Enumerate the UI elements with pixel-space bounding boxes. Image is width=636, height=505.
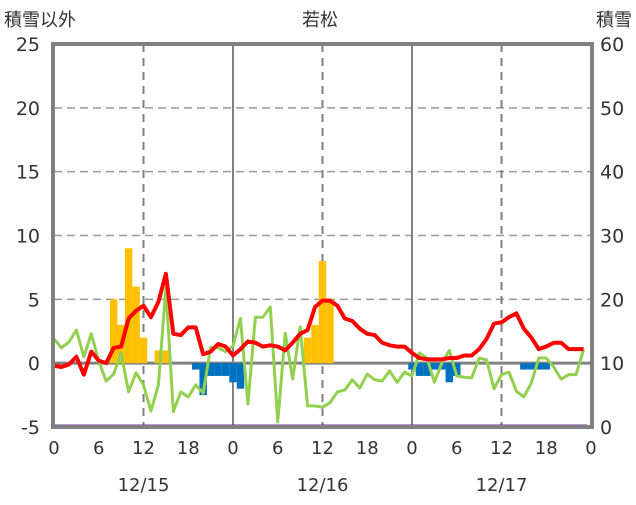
left-tick-label: 20	[16, 98, 40, 120]
bar-positive	[303, 337, 312, 364]
bar-negative	[191, 363, 200, 370]
x-tick-label: 18	[535, 438, 558, 459]
bar-negative	[236, 363, 245, 389]
bar-negative	[527, 363, 536, 370]
x-tick-label: 0	[585, 438, 596, 459]
date-label: 12/17	[476, 475, 528, 496]
bar-positive	[162, 350, 170, 364]
bar-negative	[214, 363, 222, 376]
x-tick-label: 6	[93, 438, 104, 459]
bar-negative	[423, 363, 431, 376]
bar-positive	[326, 299, 334, 364]
bar-negative	[229, 363, 237, 383]
x-tick-label: 6	[451, 438, 462, 459]
bar-positive	[318, 261, 327, 364]
x-tick-label: 0	[406, 438, 417, 459]
left-tick-label: -5	[21, 417, 40, 439]
x-tick-label: 0	[48, 438, 59, 459]
bars	[109, 248, 550, 396]
bar-negative	[430, 363, 439, 370]
bar-positive	[139, 337, 148, 364]
right-tick-label: 10	[600, 353, 624, 375]
x-tick-label: 12	[311, 438, 334, 459]
x-tick-label: 12	[490, 438, 513, 459]
bar-negative	[206, 363, 215, 376]
bar-negative	[535, 363, 543, 370]
left-tick-label: 15	[16, 162, 40, 184]
left-axis-label: 積雪以外	[4, 10, 76, 31]
bar-positive	[109, 299, 118, 364]
bar-negative	[445, 363, 454, 383]
x-tick-label: 0	[227, 438, 238, 459]
left-tick-label: 5	[28, 289, 40, 311]
right-axis-label: 積雪	[596, 10, 632, 31]
bar-negative	[415, 363, 424, 376]
right-tick-label: 20	[600, 289, 624, 311]
bar-positive	[124, 248, 133, 364]
right-tick-label: 40	[600, 162, 624, 184]
left-tick-label: 10	[16, 226, 40, 248]
date-label: 12/16	[297, 475, 349, 496]
bar-positive	[311, 324, 319, 364]
bar-negative	[520, 363, 528, 370]
bar-negative	[221, 363, 230, 376]
left-tick-label: 0	[28, 353, 40, 375]
right-tick-label: 60	[600, 34, 624, 56]
bar-negative	[542, 363, 550, 370]
bar-negative	[453, 363, 461, 376]
bar-negative	[408, 363, 416, 370]
right-tick-label: 0	[600, 417, 612, 439]
right-tick-label: 50	[600, 98, 624, 120]
x-tick-label: 18	[177, 438, 200, 459]
x-tick-label: 12	[132, 438, 155, 459]
bar-positive	[154, 350, 163, 364]
plot-border	[51, 42, 594, 429]
plot-frame	[51, 42, 594, 429]
right-tick-label: 30	[600, 226, 624, 248]
bar-negative	[199, 363, 207, 396]
grid	[54, 44, 591, 427]
green-series-line	[52, 286, 585, 424]
red-series-line	[53, 271, 584, 377]
left-tick-label: 25	[16, 34, 40, 56]
date-label: 12/15	[118, 475, 170, 496]
chart-title: 若松	[302, 10, 338, 31]
bar-positive	[132, 286, 140, 364]
x-tick-label: 6	[272, 438, 283, 459]
x-tick-label: 18	[356, 438, 379, 459]
